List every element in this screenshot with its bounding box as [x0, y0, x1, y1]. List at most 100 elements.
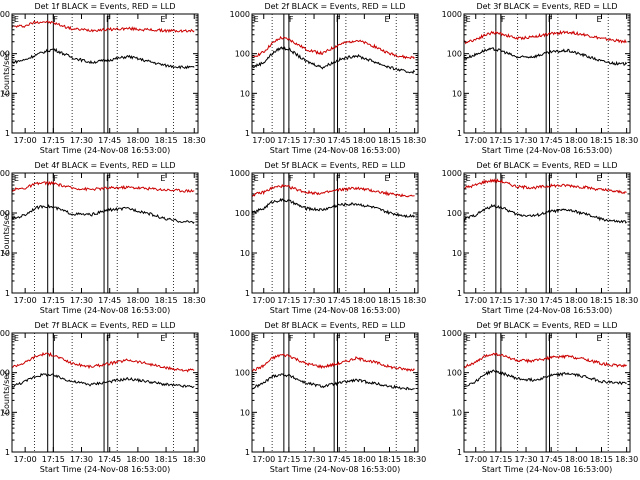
y-tick-label: 100 — [0, 209, 10, 218]
y-tick-label: 10 — [452, 89, 462, 98]
interval-marker: F — [548, 334, 553, 343]
panel-title: Det 2f BLACK = Events, RED = LLD — [264, 2, 405, 11]
interval-marker: F — [106, 174, 111, 183]
x-tick-label: 17:30 — [303, 455, 326, 464]
x-tick-label: 17:15 — [277, 455, 300, 464]
x-tick-label: 18:30 — [615, 296, 638, 305]
interval-box — [545, 332, 551, 453]
y-tick-label: 1 — [245, 129, 250, 138]
interval-marker: E — [384, 15, 389, 24]
y-tick-label: 1000 — [442, 329, 462, 338]
y-axis-label: Counts/sec — [2, 370, 11, 414]
x-axis-label: Start Time (24-Nov-08 16:53:00) — [270, 465, 400, 474]
y-axis-label: Counts/sec — [2, 211, 11, 255]
x-tick-label: 17:15 — [42, 296, 65, 305]
x-tick-label: 17:15 — [489, 296, 512, 305]
interval-marker: F — [548, 174, 553, 183]
x-tick-label: 17:45 — [328, 296, 351, 305]
series-line-events — [11, 47, 195, 70]
x-tick-label: 17:30 — [70, 455, 93, 464]
y-tick-label: 10 — [240, 249, 250, 258]
interval-box — [103, 13, 109, 134]
x-tick-label: 18:00 — [565, 296, 588, 305]
x-tick-label: 18:15 — [378, 136, 401, 145]
interval-marker: F — [289, 174, 294, 183]
interval-marker: E — [160, 174, 165, 183]
interval-marker: E — [160, 334, 165, 343]
y-tick-label: 10 — [0, 249, 10, 258]
x-tick-label: 18:30 — [183, 136, 206, 145]
plot-frame — [463, 172, 631, 294]
x-tick-label: 17:15 — [277, 296, 300, 305]
interval-marker: E — [14, 174, 19, 183]
interval-marker: F — [289, 334, 294, 343]
x-tick-label: 18:15 — [155, 455, 178, 464]
plot-frame — [251, 13, 419, 134]
x-axis-label: Start Time (24-Nov-08 16:53:00) — [482, 306, 612, 315]
panel-det-1: E F F E 1 10 100 1000 17:00 17:15 17:30 17:45 18:00 1… — [0, 2, 206, 155]
series-line-lld — [251, 353, 415, 373]
y-tick-label: 1 — [5, 289, 10, 298]
interval-marker: F — [501, 15, 506, 24]
x-tick-label: 17:15 — [42, 136, 65, 145]
interval-box — [103, 172, 109, 294]
x-tick-label: 17:00 — [252, 296, 275, 305]
x-tick-label: 18:00 — [126, 455, 149, 464]
y-tick-label: 100 — [235, 50, 250, 59]
panel-title: Det 4f BLACK = Events, RED = LLD — [34, 161, 175, 170]
y-tick-label: 100 — [0, 50, 10, 59]
x-tick-label: 18:00 — [353, 455, 376, 464]
series-line-lld — [463, 352, 627, 369]
y-tick-label: 10 — [452, 249, 462, 258]
y-tick-label: 10 — [240, 408, 250, 417]
x-tick-label: 17:30 — [515, 136, 538, 145]
interval-marker: F — [106, 334, 111, 343]
x-tick-label: 18:00 — [353, 296, 376, 305]
y-tick-label: 100 — [235, 369, 250, 378]
y-tick-label: 1000 — [0, 10, 10, 19]
x-tick-label: 18:30 — [403, 296, 426, 305]
interval-marker: E — [254, 174, 259, 183]
interval-marker: E — [384, 174, 389, 183]
series-line-lld — [251, 35, 415, 60]
series-line-lld — [11, 351, 195, 373]
x-tick-label: 18:30 — [615, 455, 638, 464]
interval-box — [545, 13, 551, 134]
interval-box — [47, 332, 54, 453]
x-tick-label: 17:15 — [489, 136, 512, 145]
x-tick-label: 18:15 — [590, 296, 613, 305]
x-tick-label: 17:45 — [98, 296, 121, 305]
series-line-events — [251, 373, 415, 391]
series-line-lld — [11, 20, 195, 34]
x-tick-label: 17:30 — [303, 296, 326, 305]
plot-frame — [251, 172, 419, 294]
x-tick-label: 18:15 — [378, 296, 401, 305]
y-tick-label: 100 — [447, 50, 462, 59]
interval-marker: E — [596, 174, 601, 183]
y-tick-label: 1 — [5, 448, 10, 457]
x-tick-label: 17:45 — [540, 455, 563, 464]
x-tick-label: 17:00 — [464, 455, 487, 464]
y-tick-label: 100 — [0, 369, 10, 378]
plot-frame — [463, 332, 631, 453]
x-tick-label: 18:15 — [590, 136, 613, 145]
y-tick-label: 1 — [5, 129, 10, 138]
series-line-lld — [251, 183, 415, 198]
y-tick-label: 1000 — [230, 329, 250, 338]
interval-marker: F — [53, 334, 58, 343]
x-tick-label: 18:30 — [615, 136, 638, 145]
x-tick-label: 17:30 — [303, 136, 326, 145]
series-line-lld — [463, 178, 627, 195]
x-tick-label: 17:15 — [489, 455, 512, 464]
x-tick-label: 17:00 — [464, 296, 487, 305]
interval-marker: E — [14, 15, 19, 24]
series-line-events — [463, 369, 627, 388]
series-line-events — [11, 372, 195, 389]
x-tick-label: 17:30 — [515, 296, 538, 305]
panel-det-7: E F F E 1 10 100 1000 17:00 17:15 17:30 17:45 18:00 1… — [0, 321, 206, 474]
series-line-lld — [11, 180, 195, 193]
